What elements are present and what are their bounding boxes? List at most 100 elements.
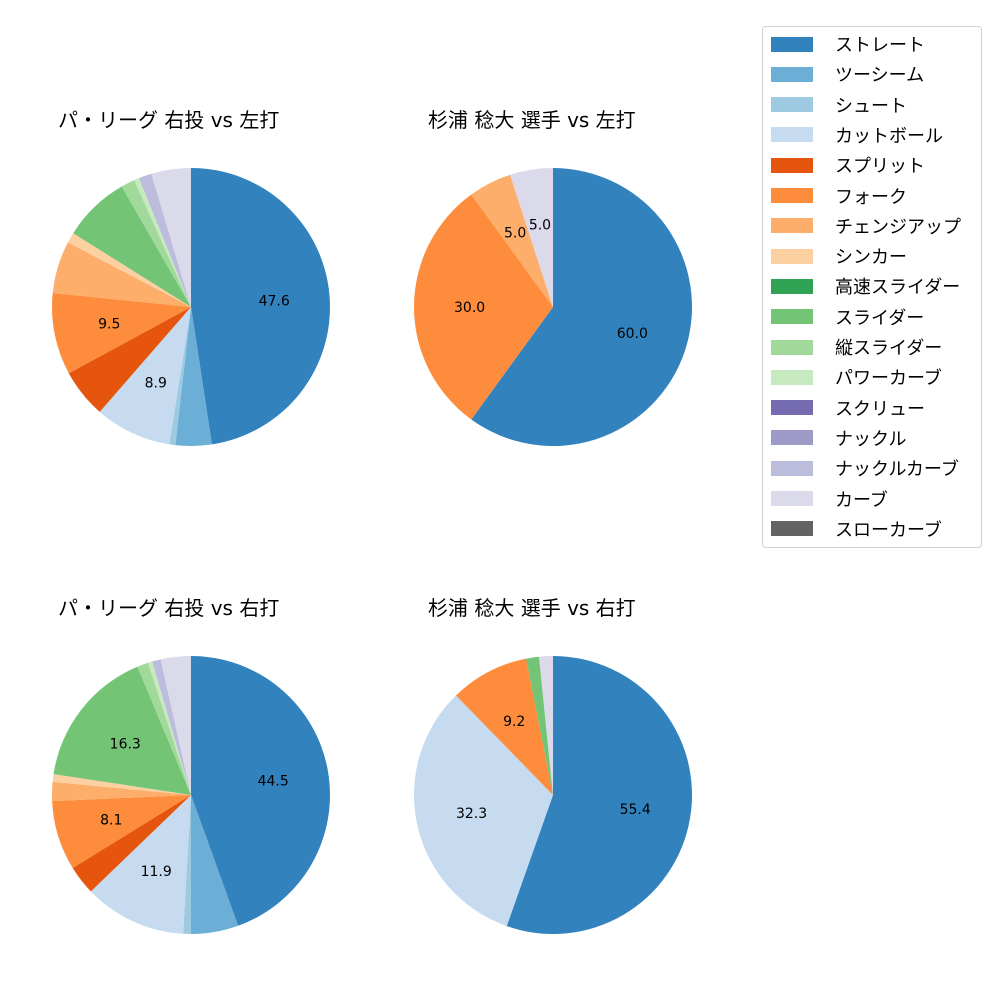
chart-title-4: 杉浦 稔大 選手 vs 右打 bbox=[428, 596, 636, 620]
legend-swatch bbox=[771, 157, 813, 173]
legend-swatch bbox=[771, 309, 813, 325]
pie-slice bbox=[539, 656, 553, 795]
pie-slice bbox=[191, 656, 330, 926]
legend-item: パワーカーブ bbox=[771, 367, 942, 390]
pie-slice bbox=[471, 168, 693, 446]
pie-slice bbox=[90, 795, 191, 934]
pie-slice bbox=[151, 168, 191, 307]
legend-item: スプリット bbox=[771, 155, 925, 178]
legend-item: フォーク bbox=[771, 186, 907, 208]
pie-slice bbox=[52, 795, 191, 868]
pie-slice bbox=[414, 695, 553, 927]
slice-label: 55.4 bbox=[620, 802, 651, 818]
legend-swatch bbox=[771, 127, 813, 143]
legend-item: カットボール bbox=[771, 125, 943, 147]
slice-label: 8.9 bbox=[145, 376, 167, 392]
pie-slice bbox=[139, 173, 191, 307]
pie-slice bbox=[169, 307, 191, 446]
legend-swatch bbox=[771, 430, 813, 446]
legend-label: フォーク bbox=[835, 186, 907, 208]
pie-slice bbox=[152, 659, 191, 795]
pie-slice bbox=[506, 656, 693, 934]
slice-label: 11.9 bbox=[141, 864, 172, 880]
legend-item: ツーシーム bbox=[771, 64, 925, 87]
pie-slice bbox=[121, 180, 191, 307]
legend-item: チェンジアップ bbox=[771, 216, 961, 238]
slice-label: 47.6 bbox=[259, 294, 290, 310]
legend-item: スクリュー bbox=[771, 398, 925, 420]
legend-swatch bbox=[771, 218, 813, 234]
legend-item: カーブ bbox=[771, 489, 888, 511]
legend-item: ナックルカーブ bbox=[771, 458, 959, 481]
legend-item: ストレート bbox=[771, 34, 925, 56]
legend-label: シュート bbox=[835, 95, 907, 117]
legend-item: 縦スライダー bbox=[771, 337, 943, 359]
legend-item: スローカーブ bbox=[771, 519, 942, 541]
slice-label: 9.2 bbox=[503, 714, 525, 730]
pie-slice bbox=[137, 662, 191, 795]
legend-label: カットボール bbox=[835, 125, 943, 147]
slice-label: 60.0 bbox=[617, 326, 648, 342]
legend-label: ナックルカーブ bbox=[835, 459, 959, 481]
pie-slice bbox=[191, 795, 239, 934]
legend-swatch bbox=[771, 188, 813, 203]
pie-slice bbox=[526, 656, 553, 795]
legend: ストレートツーシームシュートカットボール スプリットフォークチェンジアップ シンカー… bbox=[762, 26, 982, 548]
legend-label: ツーシーム bbox=[835, 65, 925, 87]
slice-label: 32.3 bbox=[456, 806, 487, 822]
legend-swatch bbox=[771, 248, 813, 264]
pie-slice bbox=[68, 307, 191, 412]
pie-slice bbox=[414, 194, 553, 420]
legend-label: スライダー bbox=[835, 307, 925, 329]
legend-item: 高速スライダー bbox=[771, 276, 961, 299]
legend-label: シンカー bbox=[835, 247, 907, 269]
pie-slice bbox=[134, 178, 191, 307]
legend-swatch bbox=[771, 521, 813, 537]
slice-label: 5.0 bbox=[504, 226, 526, 242]
legend-label: スプリット bbox=[835, 156, 925, 178]
legend-label: 縦スライダー bbox=[835, 338, 943, 359]
legend-label: スクリュー bbox=[835, 398, 925, 420]
pie-slice bbox=[471, 174, 553, 307]
legend-label: チェンジアップ bbox=[835, 216, 961, 238]
pie-slice bbox=[53, 666, 191, 795]
legend-label: パワーカーブ bbox=[835, 368, 942, 390]
slice-label: 8.1 bbox=[100, 813, 122, 829]
legend-swatch bbox=[771, 66, 813, 82]
chart-title-2: 杉浦 稔大 選手 vs 左打 bbox=[428, 108, 636, 132]
legend-label: ストレート bbox=[835, 35, 925, 56]
legend-item: シュート bbox=[771, 95, 907, 117]
pie-slice bbox=[51, 293, 191, 374]
legend-swatch bbox=[771, 491, 813, 506]
legend-swatch bbox=[771, 36, 813, 52]
legend-swatch bbox=[771, 97, 813, 113]
pie-slice bbox=[51, 781, 191, 802]
chart-title-3: パ・リーグ 右投 vs 右打 bbox=[58, 596, 280, 620]
legend-swatch bbox=[771, 460, 813, 476]
chart-title-1: パ・リーグ 右投 vs 左打 bbox=[58, 108, 280, 132]
slice-label: 30.0 bbox=[454, 300, 485, 316]
pie-slice bbox=[52, 242, 191, 307]
pie-slice bbox=[175, 307, 212, 446]
legend-label: スローカーブ bbox=[835, 519, 942, 541]
pie-slice bbox=[183, 795, 191, 935]
pie-slice bbox=[99, 307, 191, 445]
slice-label: 5.0 bbox=[529, 218, 551, 234]
pie-slice bbox=[67, 233, 191, 307]
legend-label: カーブ bbox=[835, 489, 888, 511]
legend-swatch bbox=[771, 339, 813, 355]
legend-swatch bbox=[771, 278, 813, 294]
pie-slice bbox=[160, 656, 191, 795]
slice-label: 9.5 bbox=[98, 316, 120, 332]
slice-label: 16.3 bbox=[110, 737, 141, 753]
pie-slice bbox=[73, 186, 191, 307]
legend-label: 高速スライダー bbox=[835, 277, 961, 299]
legend-swatch bbox=[771, 369, 813, 385]
slice-label: 44.5 bbox=[258, 774, 289, 790]
pie-slice bbox=[455, 658, 553, 795]
pie-slice bbox=[510, 168, 553, 307]
legend-item: スライダー bbox=[771, 307, 925, 329]
